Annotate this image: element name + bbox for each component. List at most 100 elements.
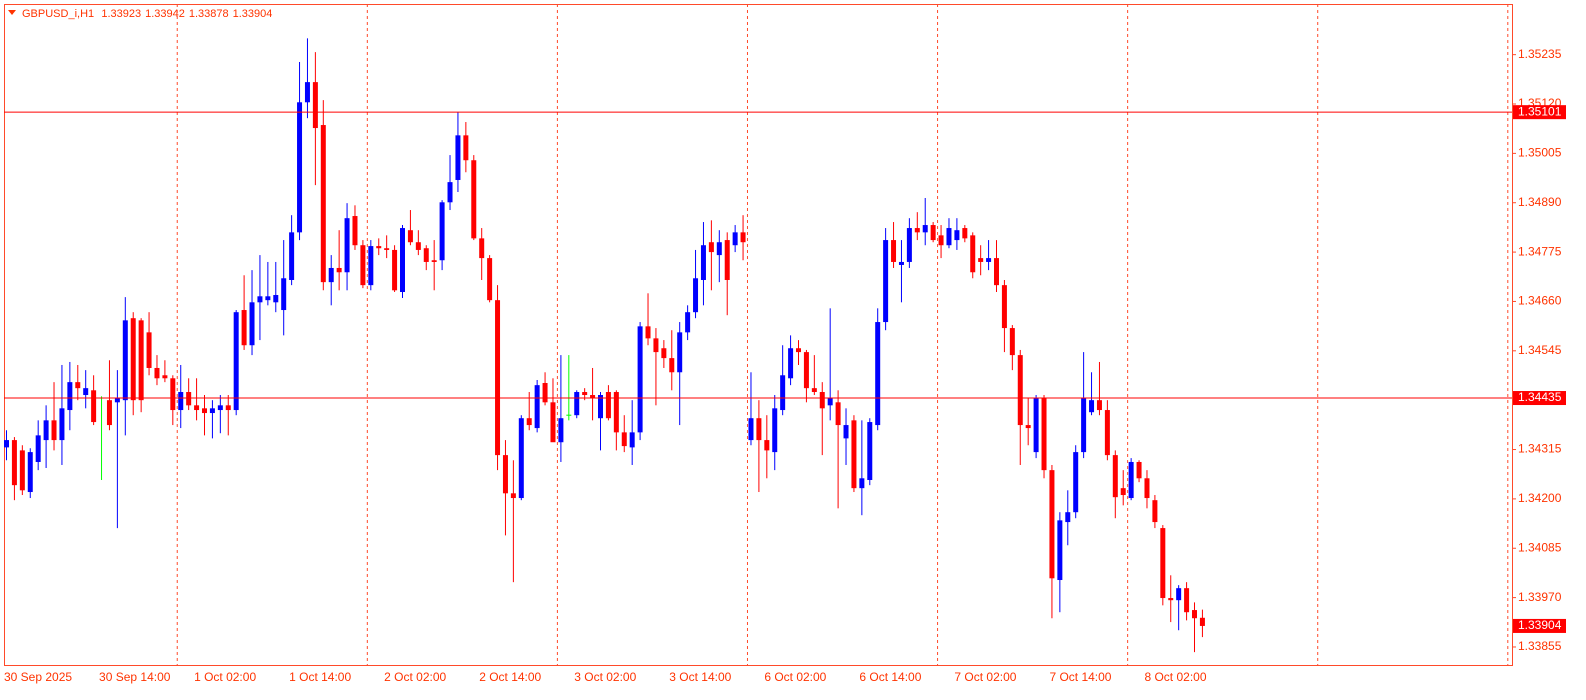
y-tick-label: 1.35235 bbox=[1518, 47, 1562, 61]
candle-body bbox=[986, 258, 992, 262]
candle-body bbox=[1199, 617, 1205, 626]
candle-body bbox=[930, 225, 936, 241]
y-tick-label: 1.33970 bbox=[1518, 590, 1562, 604]
header-high: 1.33942 bbox=[145, 8, 185, 20]
candle-body bbox=[265, 296, 271, 301]
candle-body bbox=[518, 418, 524, 499]
candle-body bbox=[431, 260, 437, 262]
hline-label: 1.35101 bbox=[1518, 104, 1562, 118]
candle-body bbox=[479, 238, 485, 259]
candle-body bbox=[685, 312, 691, 333]
candle-body bbox=[677, 332, 683, 373]
candle-body bbox=[407, 230, 413, 243]
x-tick-label: 1 Oct 14:00 bbox=[289, 670, 351, 684]
chart-header: GBPUSD_i,H1 1.33923 1.33942 1.33878 1.33904 bbox=[22, 8, 272, 20]
candle-body bbox=[914, 228, 920, 233]
x-tick-label: 7 Oct 02:00 bbox=[954, 670, 1016, 684]
candle-body bbox=[788, 348, 794, 379]
x-tick-label: 30 Sep 2025 bbox=[4, 670, 72, 684]
candle-body bbox=[1089, 400, 1095, 413]
candle-body bbox=[297, 102, 303, 233]
candle-body bbox=[83, 388, 89, 396]
candle-body bbox=[368, 246, 374, 286]
candle-body bbox=[1073, 452, 1079, 513]
candle-body bbox=[170, 378, 176, 411]
candle-body bbox=[1168, 598, 1174, 601]
candle-body bbox=[233, 312, 239, 411]
candle-body bbox=[27, 452, 33, 493]
candle-body bbox=[558, 418, 564, 443]
x-tick-label: 1 Oct 02:00 bbox=[194, 670, 256, 684]
candle-body bbox=[764, 440, 770, 451]
candle-body bbox=[1025, 425, 1031, 429]
candle-body bbox=[803, 352, 809, 389]
candle-body bbox=[146, 332, 152, 368]
collapse-icon bbox=[8, 10, 16, 15]
candle-body bbox=[257, 296, 263, 303]
x-tick-label: 6 Oct 02:00 bbox=[764, 670, 826, 684]
candle-body bbox=[455, 135, 461, 180]
candle-body bbox=[162, 375, 168, 379]
candle-body bbox=[154, 367, 160, 379]
candle-body bbox=[906, 228, 912, 262]
candle-body bbox=[415, 242, 421, 250]
y-tick-label: 1.35005 bbox=[1518, 146, 1562, 160]
candle-body bbox=[392, 249, 398, 291]
candle-body bbox=[304, 82, 310, 103]
candle-body bbox=[772, 408, 778, 453]
candle-body bbox=[582, 392, 588, 396]
y-tick-label: 1.34200 bbox=[1518, 491, 1562, 505]
candle-body bbox=[859, 478, 865, 489]
candle-body bbox=[1057, 520, 1063, 581]
candle-body bbox=[922, 225, 928, 233]
candle-body bbox=[613, 392, 619, 433]
hline-label-bg bbox=[1513, 391, 1566, 406]
candle-body bbox=[344, 218, 350, 273]
candle-body bbox=[400, 228, 405, 293]
candle-body bbox=[384, 248, 390, 250]
candle-body bbox=[35, 435, 41, 462]
hline-label-bg bbox=[1513, 105, 1566, 120]
candle-body bbox=[59, 408, 65, 441]
header-low: 1.33878 bbox=[189, 8, 229, 20]
candle-body bbox=[978, 258, 984, 262]
candle-body bbox=[463, 135, 469, 161]
candle-body bbox=[827, 398, 833, 406]
candle-body bbox=[629, 432, 635, 448]
candle-body bbox=[796, 348, 801, 353]
x-tick-label: 3 Oct 14:00 bbox=[669, 670, 731, 684]
candle-body bbox=[724, 240, 730, 280]
candle-body bbox=[693, 278, 699, 313]
candle-body bbox=[954, 230, 960, 241]
candle-body bbox=[1160, 528, 1166, 599]
candle-body bbox=[1033, 398, 1039, 453]
y-tick-label: 1.33855 bbox=[1518, 639, 1562, 653]
candle-body bbox=[590, 395, 596, 399]
candle-body bbox=[1112, 455, 1118, 498]
candle-body bbox=[843, 425, 849, 439]
current-price-label-bg bbox=[1513, 618, 1566, 633]
y-tick-label: 1.34085 bbox=[1518, 540, 1562, 554]
candle-body bbox=[1104, 410, 1110, 456]
candle-body bbox=[1065, 512, 1071, 523]
candle-body bbox=[708, 242, 714, 253]
candle-body bbox=[67, 382, 73, 411]
candle-body bbox=[1152, 500, 1158, 523]
x-tick-label: 7 Oct 14:00 bbox=[1049, 670, 1111, 684]
candle-body bbox=[994, 258, 999, 286]
current-price-label: 1.33904 bbox=[1518, 618, 1562, 632]
candle-body bbox=[439, 202, 445, 261]
candle-body bbox=[898, 261, 904, 265]
candle-body bbox=[780, 375, 786, 411]
candle-body bbox=[716, 242, 722, 256]
candle-body bbox=[423, 248, 429, 262]
candle-body bbox=[883, 240, 889, 323]
candle-body bbox=[194, 405, 200, 411]
candle-body bbox=[946, 228, 952, 246]
candle-body bbox=[178, 392, 184, 411]
candle-body bbox=[1009, 328, 1015, 356]
candle-body bbox=[249, 302, 255, 346]
candle-body bbox=[328, 267, 334, 283]
candle-body bbox=[1184, 588, 1190, 613]
candle-body bbox=[4, 440, 9, 448]
